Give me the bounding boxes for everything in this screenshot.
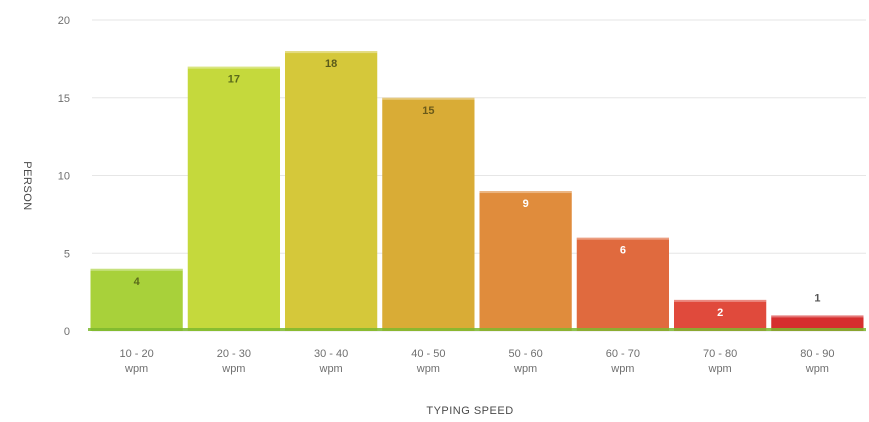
x-axis-title: TYPING SPEED bbox=[426, 405, 513, 417]
bar-data-label: 9 bbox=[523, 198, 529, 210]
bar-data-label: 4 bbox=[134, 276, 141, 288]
bar bbox=[187, 66, 280, 332]
bar-highlight bbox=[285, 51, 378, 54]
x-tick-label: 10 - 20 bbox=[120, 348, 154, 360]
x-tick-label: 20 - 30 bbox=[217, 348, 251, 360]
x-tick-label: 30 - 40 bbox=[314, 348, 348, 360]
bar-data-label: 15 bbox=[422, 105, 434, 117]
bar-highlight bbox=[382, 97, 475, 100]
y-tick-label: 20 bbox=[58, 15, 70, 27]
y-tick-label: 0 bbox=[64, 326, 70, 338]
bar bbox=[576, 237, 669, 331]
x-tick-label: wpm bbox=[513, 363, 537, 375]
x-tick-label: wpm bbox=[416, 363, 440, 375]
bar-highlight bbox=[674, 299, 767, 302]
x-tick-label: wpm bbox=[805, 363, 829, 375]
bar bbox=[90, 268, 183, 331]
bar-highlight bbox=[187, 66, 280, 69]
bar-data-label: 6 bbox=[620, 245, 626, 257]
bar bbox=[382, 97, 475, 331]
bar-data-label: 1 bbox=[814, 292, 820, 304]
bar-data-label: 17 bbox=[228, 74, 240, 86]
bar-data-label: 2 bbox=[717, 307, 723, 319]
baseline bbox=[88, 328, 866, 331]
bar-highlight bbox=[90, 268, 183, 271]
bar bbox=[479, 191, 572, 331]
bar-highlight bbox=[771, 315, 864, 318]
x-tick-label: 50 - 60 bbox=[509, 348, 543, 360]
bar bbox=[771, 315, 864, 331]
bar-highlight bbox=[576, 237, 669, 240]
x-tick-label: 70 - 80 bbox=[703, 348, 737, 360]
bar-highlight bbox=[479, 191, 572, 194]
x-tick-label: wpm bbox=[221, 363, 245, 375]
bar bbox=[285, 51, 378, 331]
label-layer: 4 17 18 15 9 6 2 1 bbox=[134, 58, 821, 319]
y-tick-label: 10 bbox=[58, 171, 70, 183]
y-tick-layer: 0 5 10 15 20 bbox=[58, 15, 70, 338]
x-tick-label: wpm bbox=[124, 363, 148, 375]
x-tick-label: 60 - 70 bbox=[606, 348, 640, 360]
x-tick-label: 80 - 90 bbox=[800, 348, 834, 360]
x-tick-layer: 10 - 20 wpm 20 - 30 wpm 30 - 40 wpm 40 - 50 wpm… bbox=[120, 348, 835, 375]
x-tick-label: wpm bbox=[610, 363, 634, 375]
bar bbox=[674, 299, 767, 331]
y-tick-label: 5 bbox=[64, 248, 70, 260]
bar-data-label: 18 bbox=[325, 58, 337, 70]
x-tick-label: wpm bbox=[708, 363, 732, 375]
x-tick-label: 40 - 50 bbox=[411, 348, 445, 360]
y-axis-title: PERSON bbox=[21, 161, 33, 210]
y-tick-label: 15 bbox=[58, 93, 70, 105]
x-tick-label: wpm bbox=[319, 363, 343, 375]
bar-layer bbox=[88, 51, 866, 332]
